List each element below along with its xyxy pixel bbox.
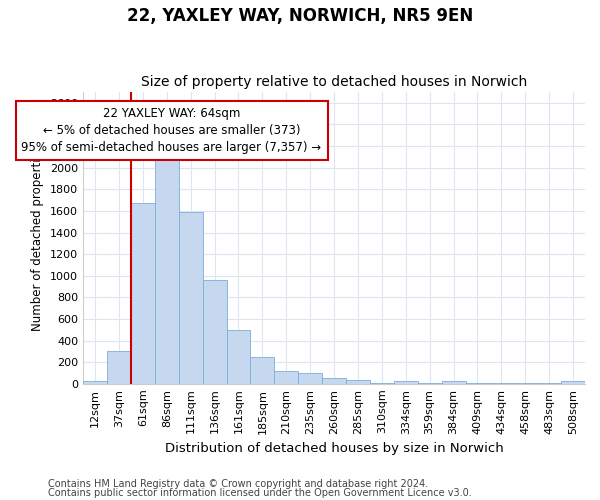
Bar xyxy=(155,152,179,384)
Bar xyxy=(83,381,107,384)
X-axis label: Distribution of detached houses by size in Norwich: Distribution of detached houses by size … xyxy=(164,442,503,455)
Bar xyxy=(394,380,418,384)
Bar xyxy=(442,381,466,384)
Text: Contains HM Land Registry data © Crown copyright and database right 2024.: Contains HM Land Registry data © Crown c… xyxy=(48,479,428,489)
Bar xyxy=(203,280,227,384)
Bar xyxy=(561,381,585,384)
Title: Size of property relative to detached houses in Norwich: Size of property relative to detached ho… xyxy=(141,76,527,90)
Bar xyxy=(274,371,298,384)
Bar xyxy=(346,380,370,384)
Bar xyxy=(107,352,131,384)
Bar xyxy=(514,383,537,384)
Bar xyxy=(131,204,155,384)
Bar xyxy=(418,383,442,384)
Bar xyxy=(298,373,322,384)
Bar xyxy=(179,212,203,384)
Bar xyxy=(370,383,394,384)
Text: 22 YAXLEY WAY: 64sqm
← 5% of detached houses are smaller (373)
95% of semi-detac: 22 YAXLEY WAY: 64sqm ← 5% of detached ho… xyxy=(22,107,322,154)
Y-axis label: Number of detached properties: Number of detached properties xyxy=(31,145,44,331)
Bar xyxy=(466,383,490,384)
Bar xyxy=(250,357,274,384)
Bar xyxy=(227,330,250,384)
Text: 22, YAXLEY WAY, NORWICH, NR5 9EN: 22, YAXLEY WAY, NORWICH, NR5 9EN xyxy=(127,8,473,26)
Text: Contains public sector information licensed under the Open Government Licence v3: Contains public sector information licen… xyxy=(48,488,472,498)
Bar xyxy=(322,378,346,384)
